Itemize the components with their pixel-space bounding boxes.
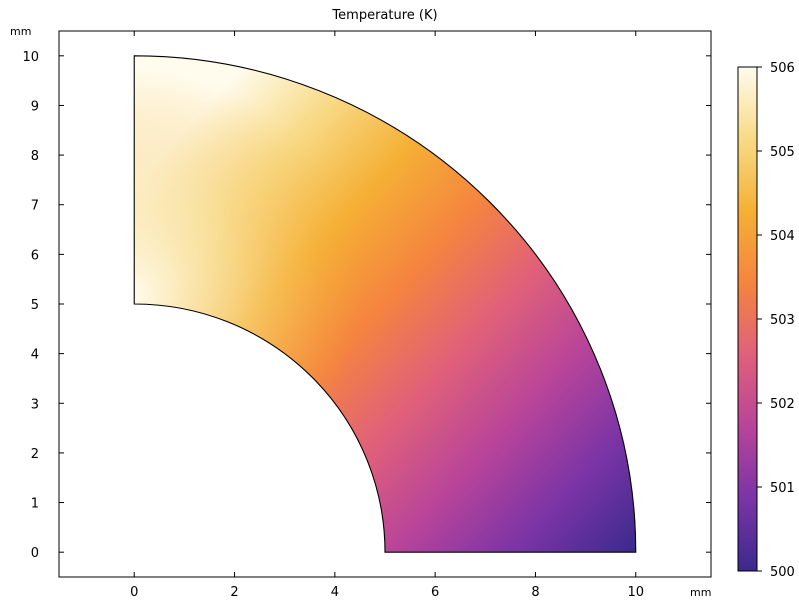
colorbar-tick-label: 502 xyxy=(770,397,795,412)
y-tick-label: 2 xyxy=(31,447,39,462)
colorbar-gradient xyxy=(737,66,758,572)
colorbar-tick-label: 501 xyxy=(770,481,795,496)
y-tick-label: 7 xyxy=(31,199,39,214)
y-tick-label: 9 xyxy=(31,99,39,114)
y-tick-label: 1 xyxy=(31,497,39,512)
chart-title: Temperature (K) xyxy=(331,8,437,23)
y-tick-label: 8 xyxy=(31,149,39,164)
y-tick-label: 4 xyxy=(31,348,39,363)
domain-outline xyxy=(133,55,637,553)
temperature-field xyxy=(133,55,637,553)
y-tick-label: 0 xyxy=(31,546,39,561)
y-unit-label: mm xyxy=(10,25,31,38)
x-tick-label: 8 xyxy=(531,585,539,600)
colorbar-tick-label: 500 xyxy=(770,565,795,580)
y-tick-label: 3 xyxy=(31,397,39,412)
colorbar-tick-label: 503 xyxy=(770,313,795,328)
colorbar-tick-label: 504 xyxy=(770,229,795,244)
y-tick-label: 10 xyxy=(22,50,39,65)
colorbar-tick-label: 506 xyxy=(770,61,795,76)
field-highlight xyxy=(134,55,636,553)
x-tick-label: 6 xyxy=(431,585,439,600)
tick-marks: 0 2 4 6 8 10 0 1 2 3 4 5 6 7 8 9 10 xyxy=(22,31,711,600)
y-tick-label: 6 xyxy=(31,248,39,263)
x-tick-label: 0 xyxy=(130,585,138,600)
colorbar: 500 501 502 503 504 505 506 xyxy=(737,61,795,580)
x-unit-label: mm xyxy=(690,586,711,599)
x-tick-label: 10 xyxy=(627,585,644,600)
colorbar-tick-label: 505 xyxy=(770,145,795,160)
y-tick-label: 5 xyxy=(31,298,39,313)
x-tick-label: 2 xyxy=(230,585,238,600)
x-tick-label: 4 xyxy=(331,585,339,600)
